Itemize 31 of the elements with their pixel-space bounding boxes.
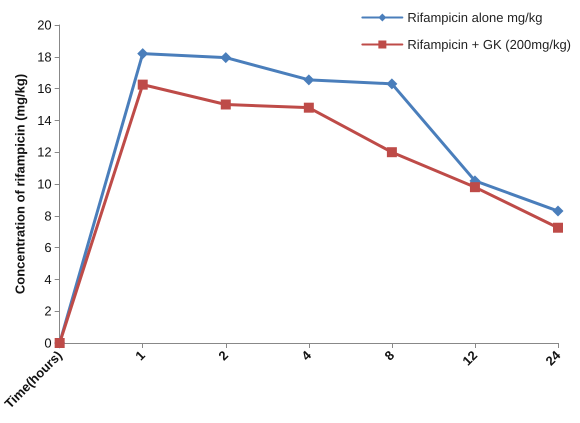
y-tick-label: 2 (44, 304, 52, 319)
y-tick-label: 18 (37, 49, 52, 64)
y-axis-title: Concentration of rifampicin (mg/kg) (12, 74, 28, 294)
point (137, 48, 148, 60)
y-tick-label: 6 (44, 240, 52, 256)
point (220, 100, 231, 110)
y-tick-label: 0 (44, 336, 52, 350)
y-tick-label: 10 (37, 176, 52, 192)
y-tick-label: 20 (37, 18, 52, 32)
point (303, 74, 314, 86)
x-tick-label: 12 (459, 348, 480, 369)
point (386, 78, 398, 90)
y-tick-label: 14 (37, 112, 52, 128)
point (220, 52, 232, 64)
y-tick-label: 4 (44, 272, 52, 287)
legend-label: Rifampicin + GK (200mg/kg) (407, 37, 572, 52)
x-tick-label: 24 (542, 347, 564, 369)
point (470, 182, 480, 192)
y-tick-label: 8 (44, 208, 52, 224)
legend-label: Rifampicin alone mg/kg (407, 10, 542, 25)
y-tick-label: 12 (37, 144, 52, 160)
x-tick-label: 2 (215, 348, 232, 364)
x-tick-label: 8 (381, 348, 398, 364)
point (552, 206, 564, 217)
point (138, 80, 148, 90)
point (553, 222, 563, 233)
x-tick-label: 1 (132, 348, 148, 364)
x-tick-label: 4 (298, 347, 315, 364)
y-tick-label: 16 (37, 81, 52, 96)
point (386, 147, 397, 158)
point (304, 102, 314, 113)
